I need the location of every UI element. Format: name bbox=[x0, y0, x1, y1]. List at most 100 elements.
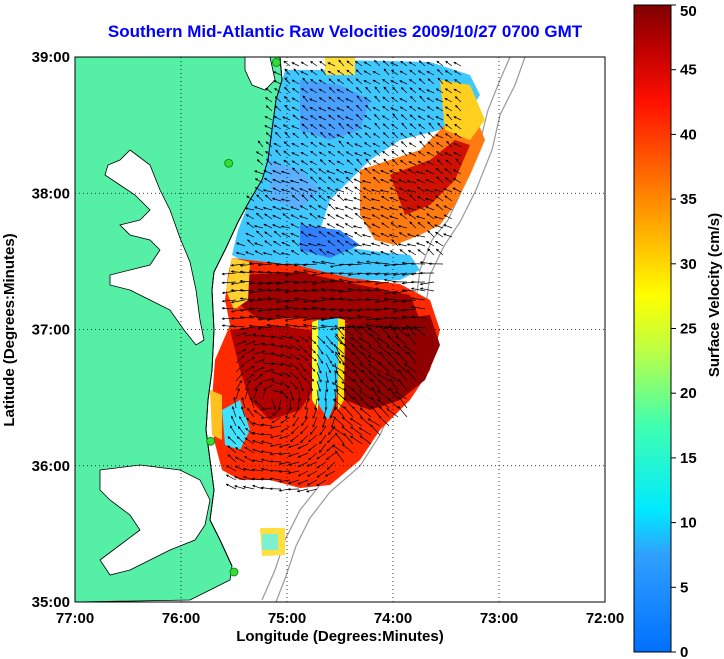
velocity-arrow bbox=[359, 407, 372, 418]
velocity-arrow bbox=[309, 98, 318, 103]
velocity-arrow bbox=[289, 362, 300, 370]
velocity-arrow bbox=[319, 434, 327, 445]
velocity-arrow bbox=[283, 159, 291, 166]
velocity-arrow bbox=[446, 140, 453, 148]
velocity-arrow bbox=[275, 314, 291, 319]
velocity-arrow bbox=[398, 169, 408, 175]
velocity-arrow bbox=[290, 250, 300, 256]
velocity-arrow bbox=[365, 158, 372, 166]
velocity-arrow bbox=[310, 70, 318, 76]
velocity-arrow bbox=[336, 107, 345, 112]
velocity-arrow bbox=[333, 388, 345, 400]
velocity-arrow bbox=[284, 104, 291, 112]
velocity-arrow bbox=[408, 161, 417, 166]
velocity-arrow bbox=[327, 240, 336, 247]
velocity-arrow bbox=[298, 353, 309, 361]
velocity-arrow bbox=[262, 251, 273, 256]
velocity-arrow bbox=[271, 362, 284, 366]
velocity-arrow bbox=[260, 423, 273, 427]
velocity-arrow bbox=[426, 89, 435, 94]
velocity-arrow bbox=[271, 197, 282, 202]
velocity-arrow bbox=[427, 221, 435, 229]
velocity-arrow bbox=[292, 167, 300, 175]
velocity-arrow bbox=[356, 288, 372, 292]
y-axis-label: Latitude (Degrees:Minutes) bbox=[1, 233, 18, 426]
velocity-arrow bbox=[365, 86, 372, 94]
velocity-arrow bbox=[310, 176, 318, 184]
velocity-arrow bbox=[390, 80, 399, 85]
velocity-arrow bbox=[361, 243, 372, 247]
velocity-arrow bbox=[311, 299, 327, 304]
velocity-arrow bbox=[309, 249, 318, 256]
velocity-arrow bbox=[379, 351, 390, 364]
velocity-arrow bbox=[318, 116, 327, 121]
velocity-arrow bbox=[370, 206, 381, 211]
velocity-arrow bbox=[280, 170, 291, 175]
velocity-arrow bbox=[280, 362, 292, 368]
velocity-arrow bbox=[453, 88, 462, 94]
velocity-arrow bbox=[370, 251, 381, 256]
velocity-arrow bbox=[401, 272, 417, 276]
velocity-arrow bbox=[427, 78, 435, 85]
velocity-arrow bbox=[388, 233, 399, 238]
velocity-arrow bbox=[335, 178, 345, 184]
velocity-arrow bbox=[302, 77, 309, 85]
velocity-arrow bbox=[370, 405, 381, 418]
velocity-arrow bbox=[306, 470, 318, 477]
velocity-arrow bbox=[298, 335, 309, 343]
velocity-arrow bbox=[257, 270, 273, 274]
velocity-arrow bbox=[398, 232, 408, 238]
velocity-arrow bbox=[320, 308, 336, 312]
velocity-arrow bbox=[436, 68, 444, 76]
velocity-arrow bbox=[365, 272, 381, 276]
velocity-arrow bbox=[397, 243, 408, 247]
velocity-arrow bbox=[280, 207, 291, 211]
velocity-arrow bbox=[426, 97, 435, 103]
velocity-arrow bbox=[244, 340, 256, 346]
velocity-arrow bbox=[235, 363, 245, 373]
velocity-arrow bbox=[241, 396, 246, 409]
velocity-arrow bbox=[418, 78, 426, 85]
velocity-arrow bbox=[280, 353, 292, 359]
velocity-arrow bbox=[239, 288, 255, 292]
velocity-arrow bbox=[406, 189, 417, 193]
colorbar bbox=[633, 4, 672, 653]
velocity-arrow bbox=[409, 114, 417, 121]
velocity-arrow bbox=[380, 206, 390, 211]
velocity-arrow bbox=[444, 97, 453, 103]
velocity-arrow bbox=[282, 124, 291, 130]
velocity-arrow bbox=[397, 225, 408, 229]
velocity-arrow bbox=[338, 315, 354, 319]
velocity-arrow bbox=[264, 231, 273, 238]
velocity-arrow bbox=[365, 104, 372, 112]
velocity-arrow bbox=[435, 134, 444, 139]
velocity-arrow bbox=[327, 107, 336, 112]
velocity-arrow bbox=[310, 79, 318, 85]
velocity-arrow bbox=[298, 242, 309, 247]
velocity-arrow bbox=[335, 188, 345, 193]
velocity-arrow bbox=[407, 250, 417, 256]
velocity-arrow bbox=[318, 124, 327, 130]
velocity-arrow bbox=[353, 178, 363, 184]
velocity-arrow bbox=[281, 241, 291, 247]
velocity-arrow bbox=[392, 317, 408, 320]
velocity-arrow bbox=[349, 418, 363, 427]
velocity-arrow bbox=[307, 362, 316, 372]
velocity-arrow bbox=[400, 60, 408, 67]
y-tick-label: 39:00 bbox=[32, 49, 70, 66]
velocity-arrow bbox=[335, 351, 345, 364]
velocity-arrow bbox=[318, 151, 327, 157]
velocity-arrow bbox=[370, 334, 381, 346]
velocity-arrow bbox=[316, 380, 321, 392]
velocity-arrow bbox=[343, 406, 354, 418]
velocity-arrow bbox=[337, 97, 345, 103]
y-tick-label: 36:00 bbox=[32, 458, 70, 475]
velocity-arrow bbox=[246, 195, 255, 202]
velocity-arrow bbox=[341, 443, 354, 454]
velocity-arrow bbox=[390, 62, 399, 67]
velocity-arrow bbox=[445, 60, 453, 67]
velocity-arrow bbox=[401, 315, 417, 319]
velocity-arrow bbox=[300, 61, 309, 67]
velocity-arrow bbox=[284, 263, 300, 266]
velocity-arrow bbox=[407, 169, 417, 175]
